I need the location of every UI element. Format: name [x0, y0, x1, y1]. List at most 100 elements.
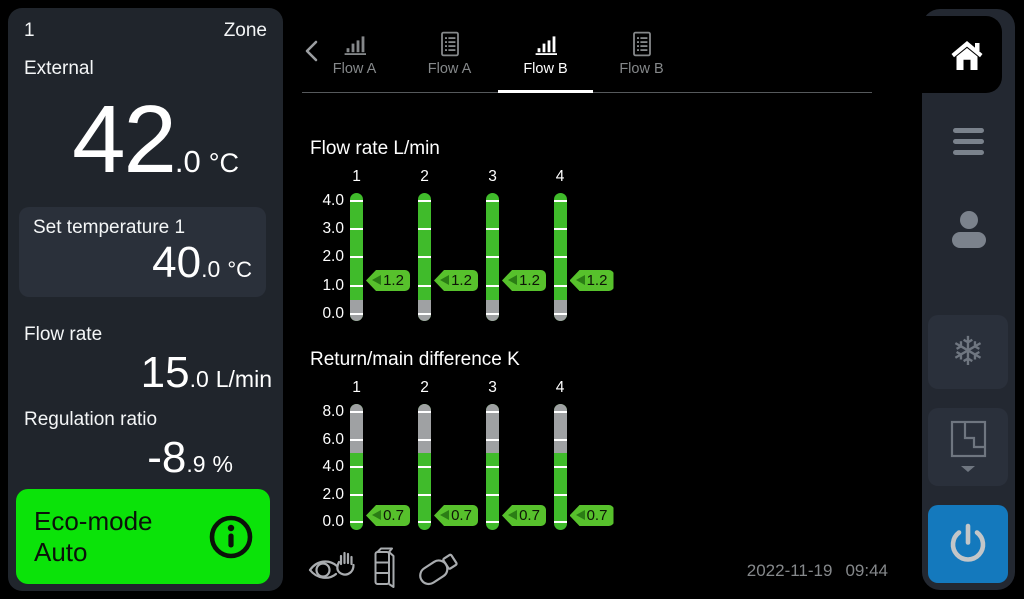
eco-mode-button[interactable]: Eco-mode Auto	[16, 489, 270, 584]
external-whole: 42	[72, 86, 177, 193]
floorplan-icon	[950, 420, 987, 472]
flow-rate-whole: 15	[140, 348, 190, 397]
menu-button[interactable]	[953, 128, 984, 158]
bar-tick-line	[418, 466, 431, 469]
tab-label: Flow A	[332, 61, 377, 77]
tab-flow-b-chart[interactable]: Flow B	[498, 31, 593, 87]
badge-value: 1.2	[586, 272, 608, 289]
bar-tick-line	[350, 493, 363, 496]
bar-inactive-zone	[418, 404, 431, 454]
bar-tick-line	[486, 199, 499, 202]
date-text: 2022-11-19	[746, 561, 833, 580]
tab-label: Flow B	[523, 61, 568, 77]
flow-bar	[350, 404, 363, 530]
flow-rate-decimal: .0	[189, 366, 209, 392]
set-temperature-card[interactable]: Set temperature 1 40.0 °C	[19, 207, 266, 297]
badge-value: 1.2	[383, 272, 404, 289]
bar-tick-line	[418, 411, 431, 413]
eye-hand-icon	[308, 551, 355, 579]
document-icon	[632, 31, 651, 57]
nav-sidebar: ❄	[904, 0, 1024, 599]
menu-icon	[953, 128, 984, 133]
bar-tick-line	[350, 466, 363, 469]
datetime: 2022-11-19 09:44	[747, 561, 888, 581]
bar-tick-line	[350, 199, 363, 202]
badge-arrow-icon	[372, 275, 381, 285]
set-temp-unit: °C	[227, 257, 252, 282]
value-badge: 1.2	[502, 270, 546, 291]
tab-label: Flow A	[427, 61, 472, 77]
bar-tick-line	[350, 411, 363, 413]
home-icon	[951, 41, 983, 70]
back-button[interactable]	[303, 40, 321, 62]
external-decimal: .0	[174, 144, 201, 179]
bar-tick-line	[418, 284, 431, 287]
bar-category-label: 4	[555, 379, 565, 396]
power-button[interactable]	[928, 505, 1008, 583]
flow-rate-label: Flow rate	[24, 324, 103, 345]
value-badge: 0.7	[366, 505, 410, 526]
tab-flow-b-report[interactable]: Flow B	[594, 31, 689, 87]
bar-tick-line	[553, 256, 567, 259]
badge-value: 0.7	[383, 507, 404, 524]
y-axis-tick-label: 0.0	[322, 305, 344, 323]
bar-tick-line	[486, 466, 499, 469]
bar-inactive-zone	[486, 300, 499, 321]
bar-tick-line	[486, 411, 499, 413]
floorplan-button[interactable]	[928, 408, 1008, 486]
controller-icon	[374, 547, 395, 588]
flow-bar	[418, 404, 431, 530]
y-axis-tick-label: 2.0	[322, 248, 344, 266]
bar-inactive-zone	[418, 300, 431, 321]
badge-arrow-icon	[508, 510, 517, 520]
user-button[interactable]	[951, 209, 987, 249]
badge-value: 0.7	[451, 507, 472, 524]
user-icon	[952, 211, 986, 248]
tab-flow-a-chart[interactable]: Flow A	[307, 31, 402, 87]
bar-tick-line	[553, 227, 567, 230]
charts-area: 4.0 3.0 2.0 1.0 0.0 1 1.2 2 1.2 3 1.2 4 1.2 8.0 6.0 4.0…	[283, 0, 920, 599]
badge-arrow-icon	[508, 275, 517, 285]
y-axis-tick-label: 4.0	[322, 191, 344, 209]
flow-bar	[553, 193, 567, 321]
bar-inactive-zone	[553, 404, 567, 454]
bar-tick-line	[553, 313, 567, 316]
bar-tick-line	[553, 493, 567, 496]
status-icons	[307, 546, 463, 590]
zone-panel: 1 Zone External 42.0 °C Set temperature 1…	[8, 8, 283, 591]
value-badge: 1.2	[366, 270, 410, 291]
tab-flow-a-report[interactable]: Flow A	[402, 31, 497, 87]
chart-title-flow-rate: Flow rate L/min	[310, 138, 440, 159]
eco-mode-label: Eco-mode Auto	[34, 505, 153, 567]
bar-tick-line	[486, 227, 499, 230]
regulation-unit: %	[212, 451, 233, 477]
bar-tick-line	[486, 438, 499, 441]
cooling-button[interactable]: ❄	[928, 315, 1008, 389]
badge-arrow-icon	[575, 510, 585, 520]
bar-category-label: 1	[352, 379, 361, 396]
bar-chart-icon	[344, 36, 366, 55]
chart-title-return-difference: Return/main difference K	[310, 349, 520, 370]
usb-icon	[419, 553, 458, 586]
home-button[interactable]	[904, 16, 1002, 93]
value-badge: 1.2	[569, 270, 614, 291]
bar-tick-line	[553, 284, 567, 287]
value-badge: 0.7	[502, 505, 546, 526]
bar-tick-line	[418, 313, 431, 316]
zone-number: 1	[24, 20, 35, 41]
regulation-decimal: .9	[186, 451, 206, 477]
bar-tick-line	[350, 313, 363, 316]
external-unit: °C	[208, 148, 239, 178]
bar-tick-line	[486, 256, 499, 259]
tab-label: Flow B	[619, 61, 664, 77]
bar-inactive-zone	[486, 404, 499, 454]
bar-category-label: 2	[420, 168, 429, 185]
time-text: 09:44	[845, 561, 888, 580]
bar-tick-line	[553, 438, 567, 441]
bar-inactive-zone	[350, 300, 363, 321]
bar-tick-line	[553, 199, 567, 202]
flow-bar	[350, 193, 363, 321]
flow-bar	[486, 404, 499, 530]
bar-tick-line	[418, 521, 431, 524]
